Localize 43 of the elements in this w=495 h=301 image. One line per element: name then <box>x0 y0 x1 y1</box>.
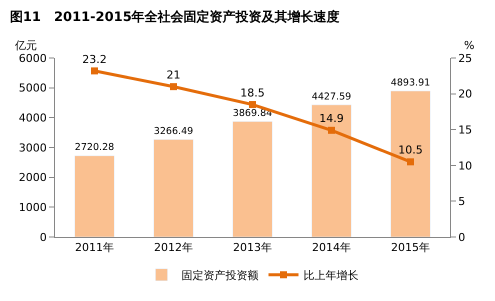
x-tick-label: 2012年 <box>154 241 193 254</box>
y-tick-label: 6000 <box>18 52 47 65</box>
y-tick-label: 3000 <box>18 141 47 154</box>
data-label: 3869.84 <box>232 108 272 119</box>
data-label: 10.5 <box>398 144 423 157</box>
bar <box>74 156 114 237</box>
bar <box>232 121 272 237</box>
legend-label: 比上年增长 <box>304 269 358 282</box>
data-label: 4427.59 <box>312 91 352 102</box>
data-label: 14.9 <box>319 112 344 126</box>
data-label: 2720.28 <box>74 142 114 154</box>
y2-tick-label: 15 <box>458 123 472 136</box>
y-axis-title: 亿元 <box>14 39 37 52</box>
data-label: 3266.49 <box>154 126 194 137</box>
y2-tick-label: 20 <box>458 88 472 101</box>
y-tick-label: 1000 <box>18 201 47 214</box>
point <box>407 158 414 166</box>
data-label: 23.2 <box>82 52 107 66</box>
legend-label: 固定资产投资额 <box>182 269 258 282</box>
y2-tick-label: 25 <box>458 52 472 65</box>
x-tick-label: 2011年 <box>75 241 114 254</box>
data-label: 18.5 <box>240 86 265 100</box>
y-tick-label: 4000 <box>18 112 47 125</box>
x-tick-label: 2015年 <box>391 241 430 254</box>
data-label: 4893.91 <box>390 77 430 88</box>
point <box>249 101 256 108</box>
y-tick-label: 0 <box>40 230 47 244</box>
y2-tick-label: 10 <box>458 159 472 172</box>
point <box>328 126 335 134</box>
y-tick-label: 5000 <box>18 82 47 95</box>
chart-title: 图11 2011-2015年全社会固定资产投资及其增长速度 <box>10 9 340 26</box>
point <box>170 83 177 90</box>
y2-axis-title: % <box>464 39 474 52</box>
x-tick-label: 2013年 <box>233 241 272 254</box>
y2-tick-label: 5 <box>458 195 466 208</box>
bar <box>154 139 194 237</box>
bar <box>390 90 430 237</box>
data-label: 21 <box>166 68 180 82</box>
y2-tick-label: 0 <box>458 230 466 244</box>
point <box>91 67 98 74</box>
x-tick-label: 2014年 <box>312 241 351 254</box>
y-tick-label: 2000 <box>18 171 47 184</box>
bar <box>312 104 352 237</box>
